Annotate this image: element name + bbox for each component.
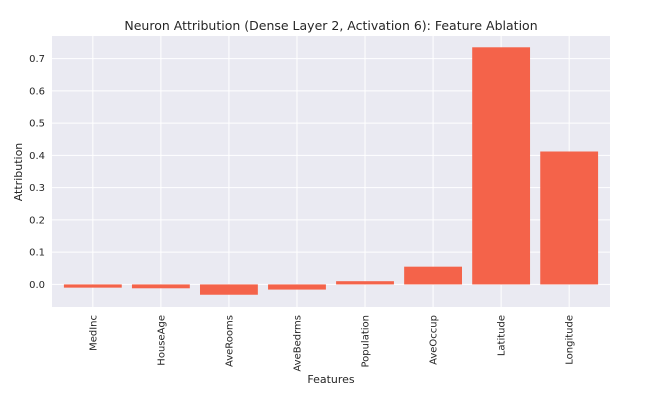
x-tick-label: HouseAge <box>156 315 167 366</box>
y-tick-label: 0.6 <box>29 86 45 97</box>
chart-title: Neuron Attribution (Dense Layer 2, Activ… <box>124 18 537 33</box>
y-tick-label: 0.4 <box>29 151 45 162</box>
x-tick-label: AveRooms <box>224 315 235 367</box>
bar-aveoccup <box>404 266 462 285</box>
x-tick-label: Latitude <box>497 315 508 356</box>
y-tick-label: 0.1 <box>29 248 45 259</box>
bar-longitude <box>540 151 599 285</box>
x-tick-label: AveBedrms <box>292 315 303 372</box>
y-tick-label: 0.0 <box>29 280 45 291</box>
bar-houseage <box>131 284 190 289</box>
x-axis-ticks: MedInc HouseAge AveRooms AveBedrms Populatio… <box>88 315 575 372</box>
bar-latitude <box>472 47 531 285</box>
y-axis-label: Attribution <box>12 143 25 202</box>
bar-population <box>336 281 394 285</box>
bar-medinc <box>63 284 122 288</box>
x-tick-label: Longitude <box>565 315 576 365</box>
y-tick-label: 0.7 <box>29 54 45 65</box>
y-tick-label: 0.3 <box>29 183 45 194</box>
x-axis-label: Features <box>307 373 355 386</box>
bar-averooms <box>200 284 258 295</box>
x-tick-label: Population <box>361 315 372 368</box>
x-tick-label: MedInc <box>88 315 99 351</box>
bars <box>63 47 599 295</box>
x-tick-label: AveOccup <box>429 315 440 365</box>
bar-avebedrms <box>268 284 326 290</box>
y-tick-label: 0.2 <box>29 215 45 226</box>
y-axis-ticks: 0.0 0.1 0.2 0.3 0.4 0.5 0.6 0.7 <box>29 54 45 291</box>
y-tick-label: 0.5 <box>29 119 45 130</box>
